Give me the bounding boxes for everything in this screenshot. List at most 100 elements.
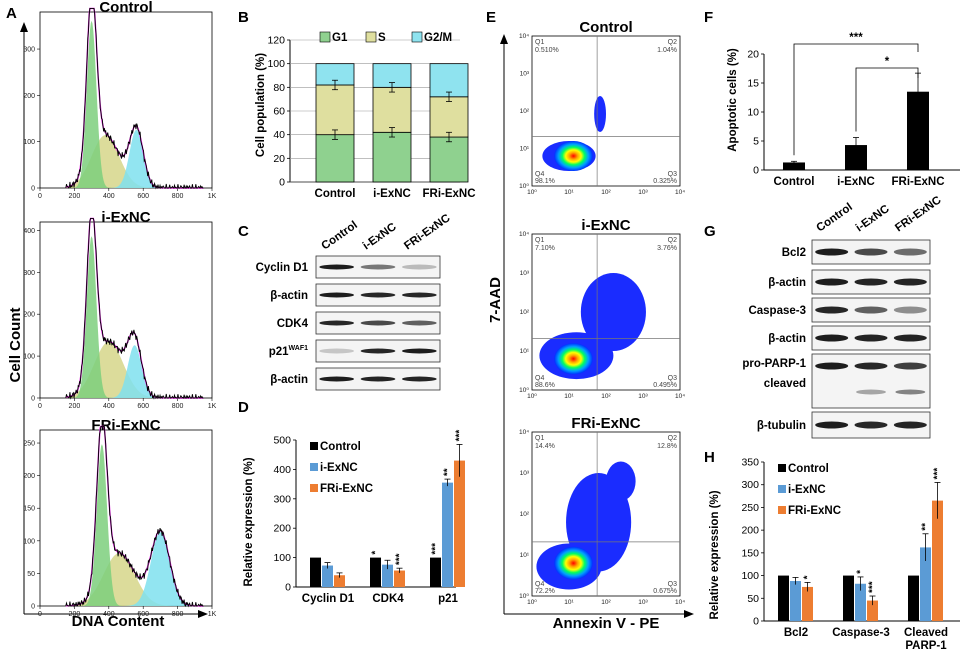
facs-x-tick: 10² <box>601 599 611 606</box>
protein-band <box>815 278 849 286</box>
legend-label: Control <box>320 441 361 453</box>
x-tick-label: 400 <box>103 193 115 200</box>
blot-row-label: Cyclin D1 <box>256 262 309 274</box>
bar <box>394 570 405 587</box>
facs-x-tick: 10¹ <box>564 393 574 400</box>
cell-population-outer <box>606 461 636 501</box>
significance-mark: ** <box>443 468 454 476</box>
significance-bracket <box>855 67 919 132</box>
x-tick-label: 800 <box>172 611 184 618</box>
histogram-title: Control <box>99 0 152 16</box>
stacked-bar-segment <box>315 84 355 136</box>
histogram-frame <box>39 221 213 399</box>
y-tick-label: 250 <box>23 441 35 448</box>
y-tick-label: 50 <box>747 593 759 605</box>
lane-header: Control <box>320 219 360 252</box>
facs-x-tick: 10⁴ <box>675 599 685 606</box>
q4-value: 98.1% <box>535 178 555 185</box>
y-tick-label: 0 <box>285 582 291 594</box>
protein-band <box>854 278 888 286</box>
y-tick-label: 500 <box>273 435 291 447</box>
facs-x-tick: 10¹ <box>564 189 574 196</box>
x-category-label: PARP-1 <box>905 640 947 652</box>
facs-y-tick: 10² <box>520 309 530 316</box>
panel-e-y-label: 7-AAD <box>487 277 504 323</box>
cleaved-parp-band <box>895 389 926 395</box>
legend-swatch <box>778 485 786 493</box>
protein-band <box>319 376 355 382</box>
q4-value: 72.2% <box>535 588 555 595</box>
protein-band <box>893 306 927 314</box>
bar <box>382 564 393 587</box>
panel-d-y-label: Relative expression (%) <box>243 457 255 586</box>
y-tick-label: 300 <box>23 270 35 277</box>
x-tick-label: 800 <box>172 193 184 200</box>
x-tick-label: 0 <box>38 403 42 410</box>
protein-band <box>401 292 437 298</box>
x-tick-label: 0 <box>38 611 42 618</box>
y-tick-label: 350 <box>741 457 759 469</box>
facs-x-tick: 10² <box>601 393 611 400</box>
y-tick-label: 100 <box>267 58 285 70</box>
q2-value: 12.8% <box>657 443 677 450</box>
y-tick-label: 250 <box>741 502 759 514</box>
bar <box>442 482 453 587</box>
y-tick-label: 60 <box>273 106 285 118</box>
panel-e-x-label: Annexin V - PE <box>553 615 660 632</box>
facs-y-tick: 10¹ <box>520 552 530 559</box>
facs-title: FRi-ExNC <box>571 415 640 432</box>
y-tick-label: 100 <box>23 354 35 361</box>
q3-label: Q3 <box>668 375 677 382</box>
bar <box>370 557 381 587</box>
significance-mark: * <box>885 56 890 68</box>
x-tick-label: 200 <box>69 611 81 618</box>
bar <box>802 586 813 621</box>
stacked-bar-segment <box>372 86 412 133</box>
lane-header: Control <box>815 201 855 234</box>
x-tick-label: 800 <box>172 403 184 410</box>
blot-row-label: Caspase-3 <box>748 305 806 317</box>
y-tick-label: 120 <box>267 35 285 47</box>
significance-mark: *** <box>868 581 879 593</box>
significance-mark: *** <box>395 553 406 565</box>
blot-row-label: p21WAF1 <box>269 345 308 358</box>
facs-y-tick: 10⁰ <box>519 593 529 600</box>
protein-band <box>815 248 849 256</box>
q1-value: 14.4% <box>535 443 555 450</box>
q3-value: 0.325% <box>653 178 677 185</box>
significance-mark: ** <box>921 523 932 531</box>
lane-header: FRi-ExNC <box>402 212 452 252</box>
facs-x-tick: 10⁰ <box>527 189 537 196</box>
panel-letter-h: H <box>704 449 715 466</box>
x-tick-label: 200 <box>69 403 81 410</box>
y-tick-label: 200 <box>273 523 291 535</box>
facs-y-tick: 10³ <box>520 470 530 477</box>
legend-swatch <box>310 442 318 450</box>
protein-band <box>360 348 396 354</box>
x-category-label: Control <box>315 188 356 200</box>
stacked-bar-segment <box>372 131 412 183</box>
protein-band <box>893 421 927 429</box>
protein-band <box>893 248 927 256</box>
legend-label: Control <box>788 463 829 475</box>
facs-x-tick: 10³ <box>638 393 648 400</box>
stacked-bar-segment <box>315 134 355 183</box>
panel-letter-e: E <box>486 9 496 26</box>
legend-swatch <box>778 506 786 514</box>
blot-row-label: β-actin <box>768 333 806 345</box>
cell-population-core <box>554 546 593 580</box>
y-tick-label: 100 <box>273 552 291 564</box>
bar <box>932 500 943 621</box>
y-tick-label: 300 <box>273 493 291 505</box>
bar <box>778 575 789 621</box>
protein-band <box>854 306 888 314</box>
y-tick-label: 300 <box>23 47 35 54</box>
protein-band <box>319 292 355 298</box>
panel-a-y-label: Cell Count <box>7 308 24 383</box>
g2m-phase-area <box>65 345 195 398</box>
stacked-bar-segment <box>429 63 469 98</box>
legend-label: S <box>378 32 386 44</box>
facs-title: i-ExNC <box>581 217 630 234</box>
